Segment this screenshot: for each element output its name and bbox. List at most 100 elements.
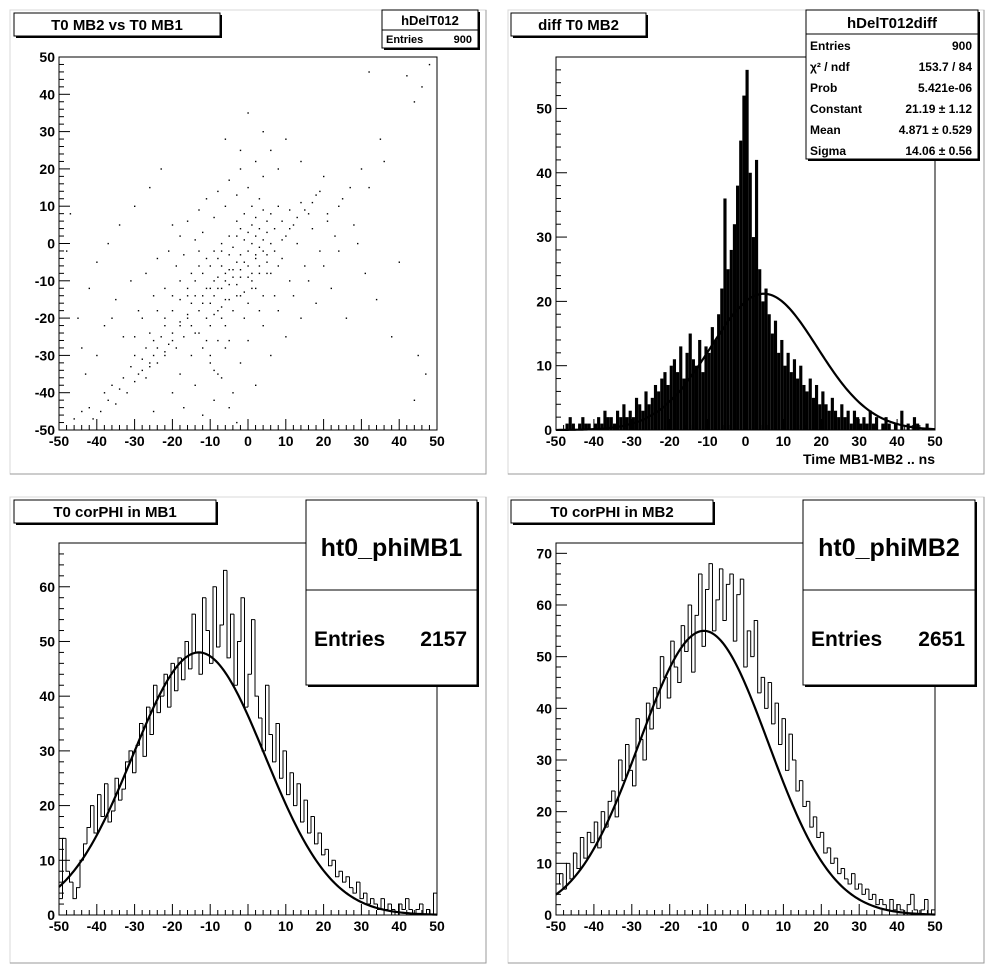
scatter-point: [236, 261, 238, 263]
scatter-point: [273, 228, 276, 230]
scatter-point: [190, 302, 193, 304]
histogram-step: [146, 706, 150, 757]
histogram-bar: [881, 423, 885, 430]
histogram-bar: [666, 384, 670, 430]
histogram-bar: [840, 404, 844, 430]
stats-value: 21.19 ± 1.12: [905, 102, 972, 116]
scatter-point: [202, 295, 204, 297]
scatter-point: [209, 354, 211, 357]
scatter-point: [315, 302, 317, 304]
scatter-point: [255, 216, 257, 219]
histogram-step: [910, 893, 915, 905]
histogram-step: [924, 899, 929, 910]
scatter-point: [145, 272, 147, 275]
scatter-point: [77, 317, 79, 319]
scatter-point: [217, 287, 219, 290]
histogram-step: [718, 568, 723, 600]
histogram-bar: [726, 269, 730, 430]
stats-value: 2157: [420, 628, 467, 651]
scatter-point: [149, 366, 151, 368]
scatter-point: [183, 254, 185, 256]
scatter-point: [243, 317, 245, 319]
histogram-bar: [593, 423, 598, 430]
histogram-step: [100, 794, 105, 818]
scatter-point: [247, 339, 249, 342]
scatter-point: [66, 250, 68, 252]
stats-box: ht0_phiMB2 Entries 2651: [802, 499, 977, 687]
histogram-step: [931, 909, 935, 915]
histogram-step: [788, 733, 793, 771]
x-tick-label: -10: [697, 433, 717, 449]
x-tick-label: -10: [200, 433, 220, 449]
scatter-point: [171, 339, 174, 342]
histogram-step: [212, 586, 217, 664]
histogram-step: [729, 573, 734, 585]
scatter-point: [247, 302, 249, 304]
histogram-bar: [868, 410, 872, 430]
histogram-bar: [833, 410, 838, 430]
x-tick-label: -30: [124, 433, 144, 449]
x-tick-label: -50: [49, 433, 69, 449]
stats-label: Mean: [810, 123, 841, 137]
scatter-point: [270, 149, 272, 152]
scatter-point: [134, 336, 136, 338]
stats-value: 2651: [918, 628, 965, 651]
histogram-step: [847, 878, 852, 885]
pad-3: -50 -40 -30 -20 -10 0 10 20 30 40 50 0 10 20 30 40 50 60 T…: [9, 496, 487, 964]
histogram-step: [864, 888, 869, 895]
scatter-point: [69, 213, 72, 215]
histogram-bar: [783, 365, 787, 430]
scatter-point: [217, 339, 219, 342]
histogram-step: [184, 640, 189, 680]
title-box-shadow: [16, 502, 218, 525]
histogram-step: [711, 563, 716, 632]
histogram-bar: [805, 391, 809, 430]
x-tick-label: 40: [889, 918, 905, 934]
scatter-point: [96, 354, 98, 357]
scatter-point: [205, 198, 208, 200]
histogram-step: [687, 604, 692, 652]
histogram-step: [160, 695, 164, 713]
histogram-step: [684, 625, 689, 652]
histogram-step: [830, 847, 835, 864]
histogram-bar: [653, 384, 658, 430]
histogram-bar: [856, 417, 860, 430]
histogram-bar: [685, 352, 689, 430]
scatter-point: [266, 220, 268, 222]
x-tick-label: -50: [546, 918, 566, 934]
x-tick-label: -40: [584, 918, 604, 934]
y-tick-label: 40: [536, 165, 552, 181]
histogram-bar: [578, 423, 582, 430]
histogram-bar: [581, 417, 585, 430]
histogram-step: [265, 684, 269, 751]
scatter-point: [156, 362, 159, 364]
scatter-point: [239, 254, 242, 256]
scatter-point: [379, 138, 382, 140]
histogram-step: [142, 723, 147, 757]
scatter-point: [334, 235, 336, 237]
scatter-point: [289, 209, 291, 211]
histogram-bar: [606, 417, 610, 430]
x-tick-label: 0: [742, 433, 750, 449]
x-tick-label: 50: [429, 433, 445, 449]
histogram-bar: [660, 378, 664, 430]
scatter-point: [425, 373, 427, 375]
stats-box-frame: [305, 499, 478, 686]
histogram-bar: [811, 397, 815, 430]
scatter-point: [171, 224, 174, 226]
histogram-bar: [786, 352, 790, 430]
histogram-bar: [663, 372, 667, 430]
histogram-bar: [818, 404, 822, 430]
scatter-point: [270, 272, 272, 275]
histogram-step: [97, 794, 101, 833]
scatter-point: [156, 347, 159, 349]
scatter-point: [164, 325, 166, 327]
scatter-point: [224, 347, 227, 349]
histogram-bar: [852, 410, 857, 430]
scatter-point: [96, 261, 98, 263]
scatter-point: [205, 339, 208, 342]
scatter-point: [194, 280, 196, 282]
histogram-bar: [571, 423, 575, 430]
scatter-point: [383, 160, 385, 163]
scatter-point: [304, 209, 306, 211]
